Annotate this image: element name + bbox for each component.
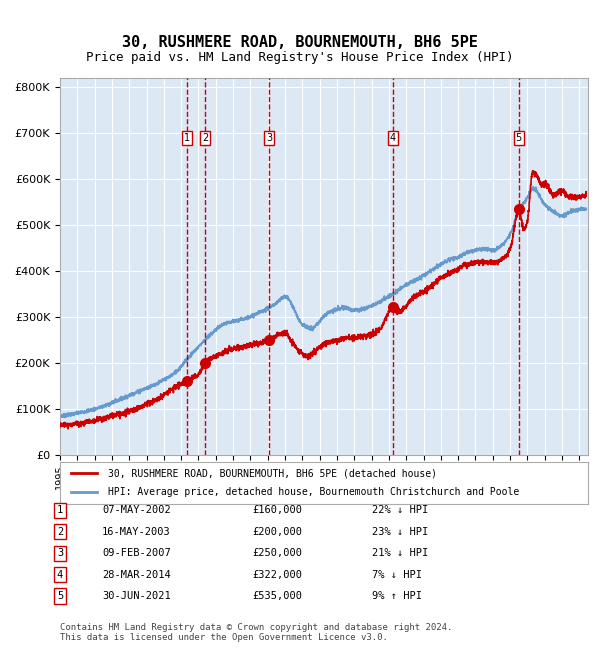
Text: 2: 2 xyxy=(202,133,208,143)
Text: HPI: Average price, detached house, Bournemouth Christchurch and Poole: HPI: Average price, detached house, Bour… xyxy=(107,487,519,497)
Text: 30, RUSHMERE ROAD, BOURNEMOUTH, BH6 5PE (detached house): 30, RUSHMERE ROAD, BOURNEMOUTH, BH6 5PE … xyxy=(107,469,437,478)
Text: £160,000: £160,000 xyxy=(252,505,302,515)
Text: 5: 5 xyxy=(57,591,63,601)
Text: 22% ↓ HPI: 22% ↓ HPI xyxy=(372,505,428,515)
Text: 28-MAR-2014: 28-MAR-2014 xyxy=(102,569,171,580)
Text: 4: 4 xyxy=(390,133,396,143)
Text: 30, RUSHMERE ROAD, BOURNEMOUTH, BH6 5PE: 30, RUSHMERE ROAD, BOURNEMOUTH, BH6 5PE xyxy=(122,34,478,50)
Text: 09-FEB-2007: 09-FEB-2007 xyxy=(102,548,171,558)
Text: Contains HM Land Registry data © Crown copyright and database right 2024.
This d: Contains HM Land Registry data © Crown c… xyxy=(60,623,452,642)
Text: 16-MAY-2003: 16-MAY-2003 xyxy=(102,526,171,537)
Text: 30-JUN-2021: 30-JUN-2021 xyxy=(102,591,171,601)
Text: £250,000: £250,000 xyxy=(252,548,302,558)
Text: £535,000: £535,000 xyxy=(252,591,302,601)
Text: 7% ↓ HPI: 7% ↓ HPI xyxy=(372,569,422,580)
Text: Price paid vs. HM Land Registry's House Price Index (HPI): Price paid vs. HM Land Registry's House … xyxy=(86,51,514,64)
Text: 1: 1 xyxy=(57,505,63,515)
Text: 5: 5 xyxy=(515,133,522,143)
Text: £322,000: £322,000 xyxy=(252,569,302,580)
Text: 07-MAY-2002: 07-MAY-2002 xyxy=(102,505,171,515)
Text: 4: 4 xyxy=(57,569,63,580)
Text: 23% ↓ HPI: 23% ↓ HPI xyxy=(372,526,428,537)
Text: £200,000: £200,000 xyxy=(252,526,302,537)
Text: 9% ↑ HPI: 9% ↑ HPI xyxy=(372,591,422,601)
Text: 3: 3 xyxy=(266,133,272,143)
Text: 21% ↓ HPI: 21% ↓ HPI xyxy=(372,548,428,558)
Text: 1: 1 xyxy=(184,133,190,143)
Text: 3: 3 xyxy=(57,548,63,558)
Text: 2: 2 xyxy=(57,526,63,537)
